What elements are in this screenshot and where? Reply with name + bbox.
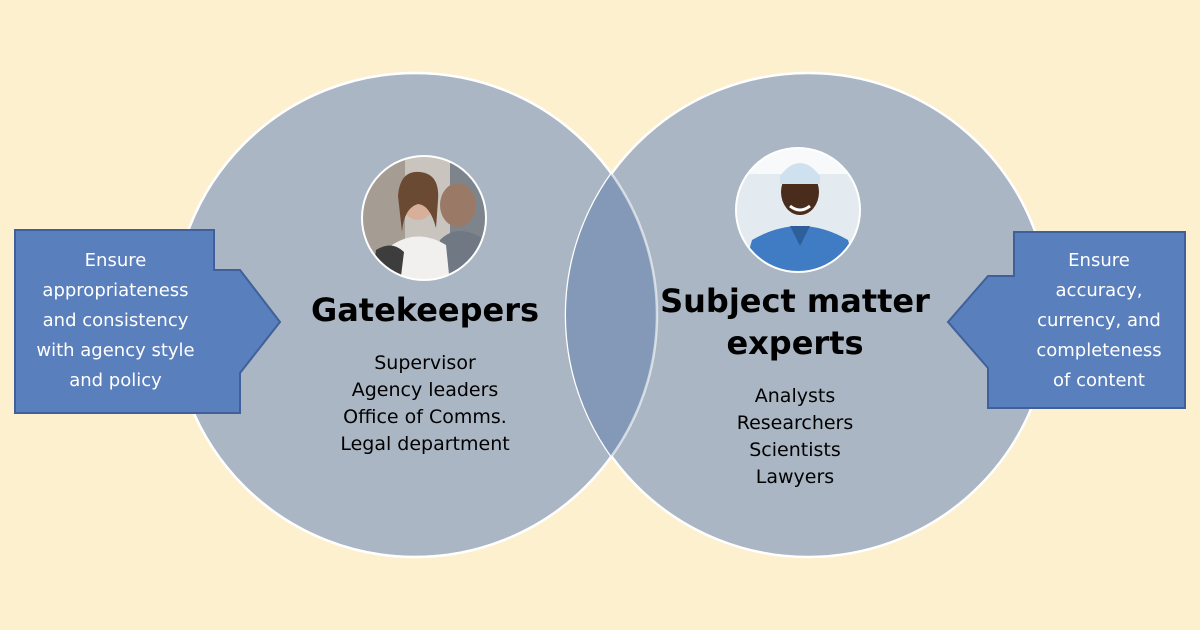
arrow-line: currency, and — [1037, 310, 1161, 331]
arrow-line: Ensure — [1068, 250, 1130, 271]
list-item: Agency leaders — [351, 379, 499, 401]
arrow-line: Ensure — [84, 250, 147, 271]
left-arrow-shape — [14, 229, 282, 414]
title-line: Subject matter — [660, 282, 930, 320]
list-item: Legal department — [340, 433, 510, 455]
list-item: Scientists — [749, 439, 841, 461]
subject-matter-experts-title: Subject matter experts — [650, 280, 940, 364]
woman-in-meeting-photo — [361, 155, 487, 281]
title-line: experts — [726, 324, 864, 362]
list-item: Office of Comms. — [343, 406, 507, 428]
list-item: Lawyers — [755, 466, 835, 488]
right-arrow-shape — [946, 231, 1186, 409]
experts-list: Analysts Researchers Scientists Lawyers — [690, 383, 900, 491]
arrow-line: and consistency — [42, 310, 189, 331]
arrow-line: and policy — [69, 370, 162, 391]
arrow-line: with agency style — [36, 340, 195, 361]
gatekeepers-title: Gatekeepers — [310, 291, 540, 329]
arrow-line: appropriateness — [42, 280, 189, 301]
arrow-line: accuracy, — [1055, 280, 1143, 301]
arrow-line: of content — [1053, 370, 1145, 391]
list-item: Supervisor — [374, 352, 476, 374]
gatekeepers-list: Supervisor Agency leaders Office of Comm… — [310, 350, 540, 458]
right-arrow-text: Ensure accuracy, currency, and completen… — [1015, 246, 1183, 396]
left-arrow-text: Ensure appropriateness and consistency w… — [18, 246, 213, 396]
list-item: Researchers — [736, 412, 854, 434]
arrow-line: completeness — [1036, 340, 1162, 361]
list-item: Analysts — [754, 385, 836, 407]
